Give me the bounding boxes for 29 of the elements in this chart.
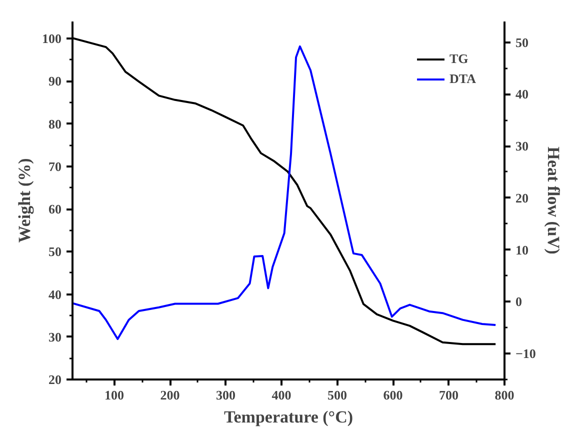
y2-tick-label: 30 bbox=[516, 138, 528, 154]
y2-tick-label: 0 bbox=[516, 294, 522, 310]
x-tick-label: 500 bbox=[328, 388, 348, 402]
legend-label: DTA bbox=[450, 71, 476, 87]
y-tick-label: 60 bbox=[48, 202, 62, 217]
x-tick-label: 700 bbox=[439, 388, 459, 402]
x-tick-label: 800 bbox=[494, 388, 514, 402]
x-tick-label: 300 bbox=[216, 388, 236, 402]
y2-tick-label: 20 bbox=[516, 190, 528, 206]
y-tick-label: 100 bbox=[42, 31, 62, 46]
y-tick-label: 20 bbox=[48, 372, 62, 387]
y2-tick-label: 40 bbox=[516, 86, 528, 102]
x-tick-label: 200 bbox=[160, 388, 180, 402]
y-tick-label: 90 bbox=[48, 74, 62, 89]
legend-label: TG bbox=[450, 51, 470, 67]
y2-tick-label: −10 bbox=[516, 346, 536, 362]
x-tick-label: 400 bbox=[272, 388, 292, 402]
y-tick-label: 40 bbox=[48, 286, 62, 302]
y2-tick-label: 10 bbox=[516, 242, 528, 258]
y2-tick-label: 50 bbox=[516, 34, 528, 50]
y-axis-title: Weight (%) bbox=[15, 158, 34, 243]
y2-axis-title: Heat flow (uV) bbox=[544, 146, 563, 254]
x-axis-title: Temperature (°C) bbox=[224, 408, 354, 426]
y-tick-label: 50 bbox=[48, 244, 62, 260]
y-tick-label: 30 bbox=[48, 329, 62, 344]
x-tick-label: 600 bbox=[383, 388, 403, 402]
y-tick-label: 70 bbox=[48, 158, 62, 174]
x-tick-label: 100 bbox=[104, 388, 124, 402]
y-tick-label: 80 bbox=[48, 116, 62, 132]
